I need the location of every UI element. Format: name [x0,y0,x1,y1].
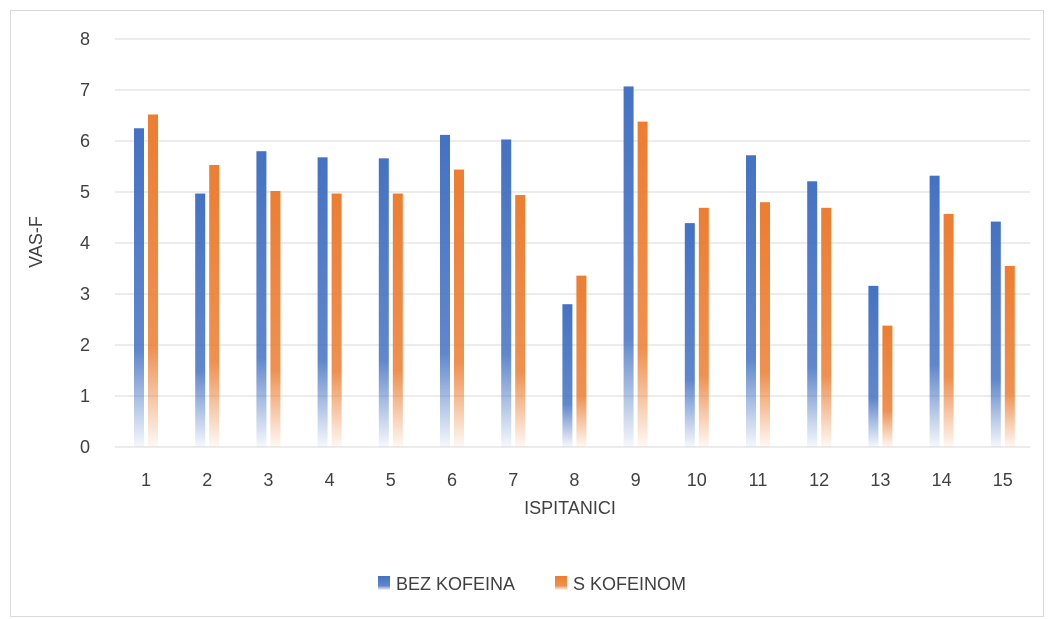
bar-s-kofeinom-8 [576,275,587,447]
x-tick-label: 9 [631,470,641,490]
legend-label-bez-kofeina: BEZ KOFEINA [396,574,515,594]
x-tick-label: 13 [870,470,890,490]
bar-bez-kofeina-3 [256,151,267,447]
bar-s-kofeinom-4 [331,193,342,447]
bar-bez-kofeina-15 [990,221,1001,447]
bar-s-kofeinom-13 [882,325,893,447]
y-tick-label: 8 [80,29,90,49]
x-axis-title: ISPITANICI [524,498,616,518]
bar-bez-kofeina-12 [807,181,818,448]
y-tick-label: 7 [80,80,90,100]
x-tick-label: 7 [508,470,518,490]
bar-s-kofeinom-9 [637,121,648,448]
x-tick-label: 1 [141,470,151,490]
bar-bez-kofeina-8 [562,304,573,447]
y-tick-label: 6 [80,131,90,151]
x-tick-label: 5 [386,470,396,490]
x-tick-label: 8 [569,470,579,490]
bar-s-kofeinom-7 [515,195,526,447]
bar-s-kofeinom-3 [270,190,281,448]
y-tick-label: 3 [80,284,90,304]
x-tick-label: 12 [809,470,829,490]
legend: BEZ KOFEINA S KOFEINOM [378,574,686,594]
x-tick-label: 14 [932,470,952,490]
y-tick-label: 1 [80,386,90,406]
legend-swatch-s-kofeinom [555,576,567,590]
y-tick-label: 5 [80,182,90,202]
legend-label-s-kofeinom: S KOFEINOM [573,574,686,594]
y-axis-title: VAS-F [26,216,46,268]
bar-bez-kofeina-11 [746,155,756,447]
bar-bez-kofeina-2 [195,193,206,447]
bar-bez-kofeina-4 [317,157,328,447]
bar-bez-kofeina-14 [929,175,940,447]
bar-bez-kofeina-5 [378,158,389,447]
x-tick-label: 2 [202,470,212,490]
y-tick-label: 2 [80,335,90,355]
bar-bez-kofeina-9 [623,86,634,448]
bar-s-kofeinom-2 [209,164,220,447]
y-axis-ticks: 0 1 2 3 4 5 6 7 8 [80,29,90,457]
legend-swatch-bez-kofeina [378,576,390,590]
bar-s-kofeinom-10 [698,207,709,447]
x-tick-label: 4 [325,470,335,490]
x-tick-label: 10 [687,470,707,490]
x-axis-ticks: 1 2 3 4 5 6 7 8 9 10 11 12 13 14 15 [141,470,1013,490]
bar-s-kofeinom-6 [454,169,464,447]
bar-s-kofeinom-12 [821,207,832,447]
x-tick-label: 3 [263,470,273,490]
x-tick-label: 15 [993,470,1013,490]
y-tick-label: 0 [80,437,90,457]
x-tick-label: 6 [447,470,457,490]
y-tick-label: 4 [80,233,90,253]
bar-s-kofeinom-11 [760,202,770,447]
bar-s-kofeinom-14 [943,213,954,447]
bar-s-kofeinom-15 [1004,265,1015,447]
bar-bez-kofeina-6 [440,134,450,447]
x-tick-label: 11 [749,470,768,490]
bar-bez-kofeina-7 [501,139,512,447]
bar-bez-kofeina-1 [134,128,144,447]
bar-s-kofeinom-5 [392,193,403,447]
bars [134,86,1015,448]
bar-bez-kofeina-13 [868,285,879,447]
bar-bez-kofeina-10 [684,223,695,447]
gridlines [115,38,1030,448]
bar-s-kofeinom-1 [148,114,158,447]
